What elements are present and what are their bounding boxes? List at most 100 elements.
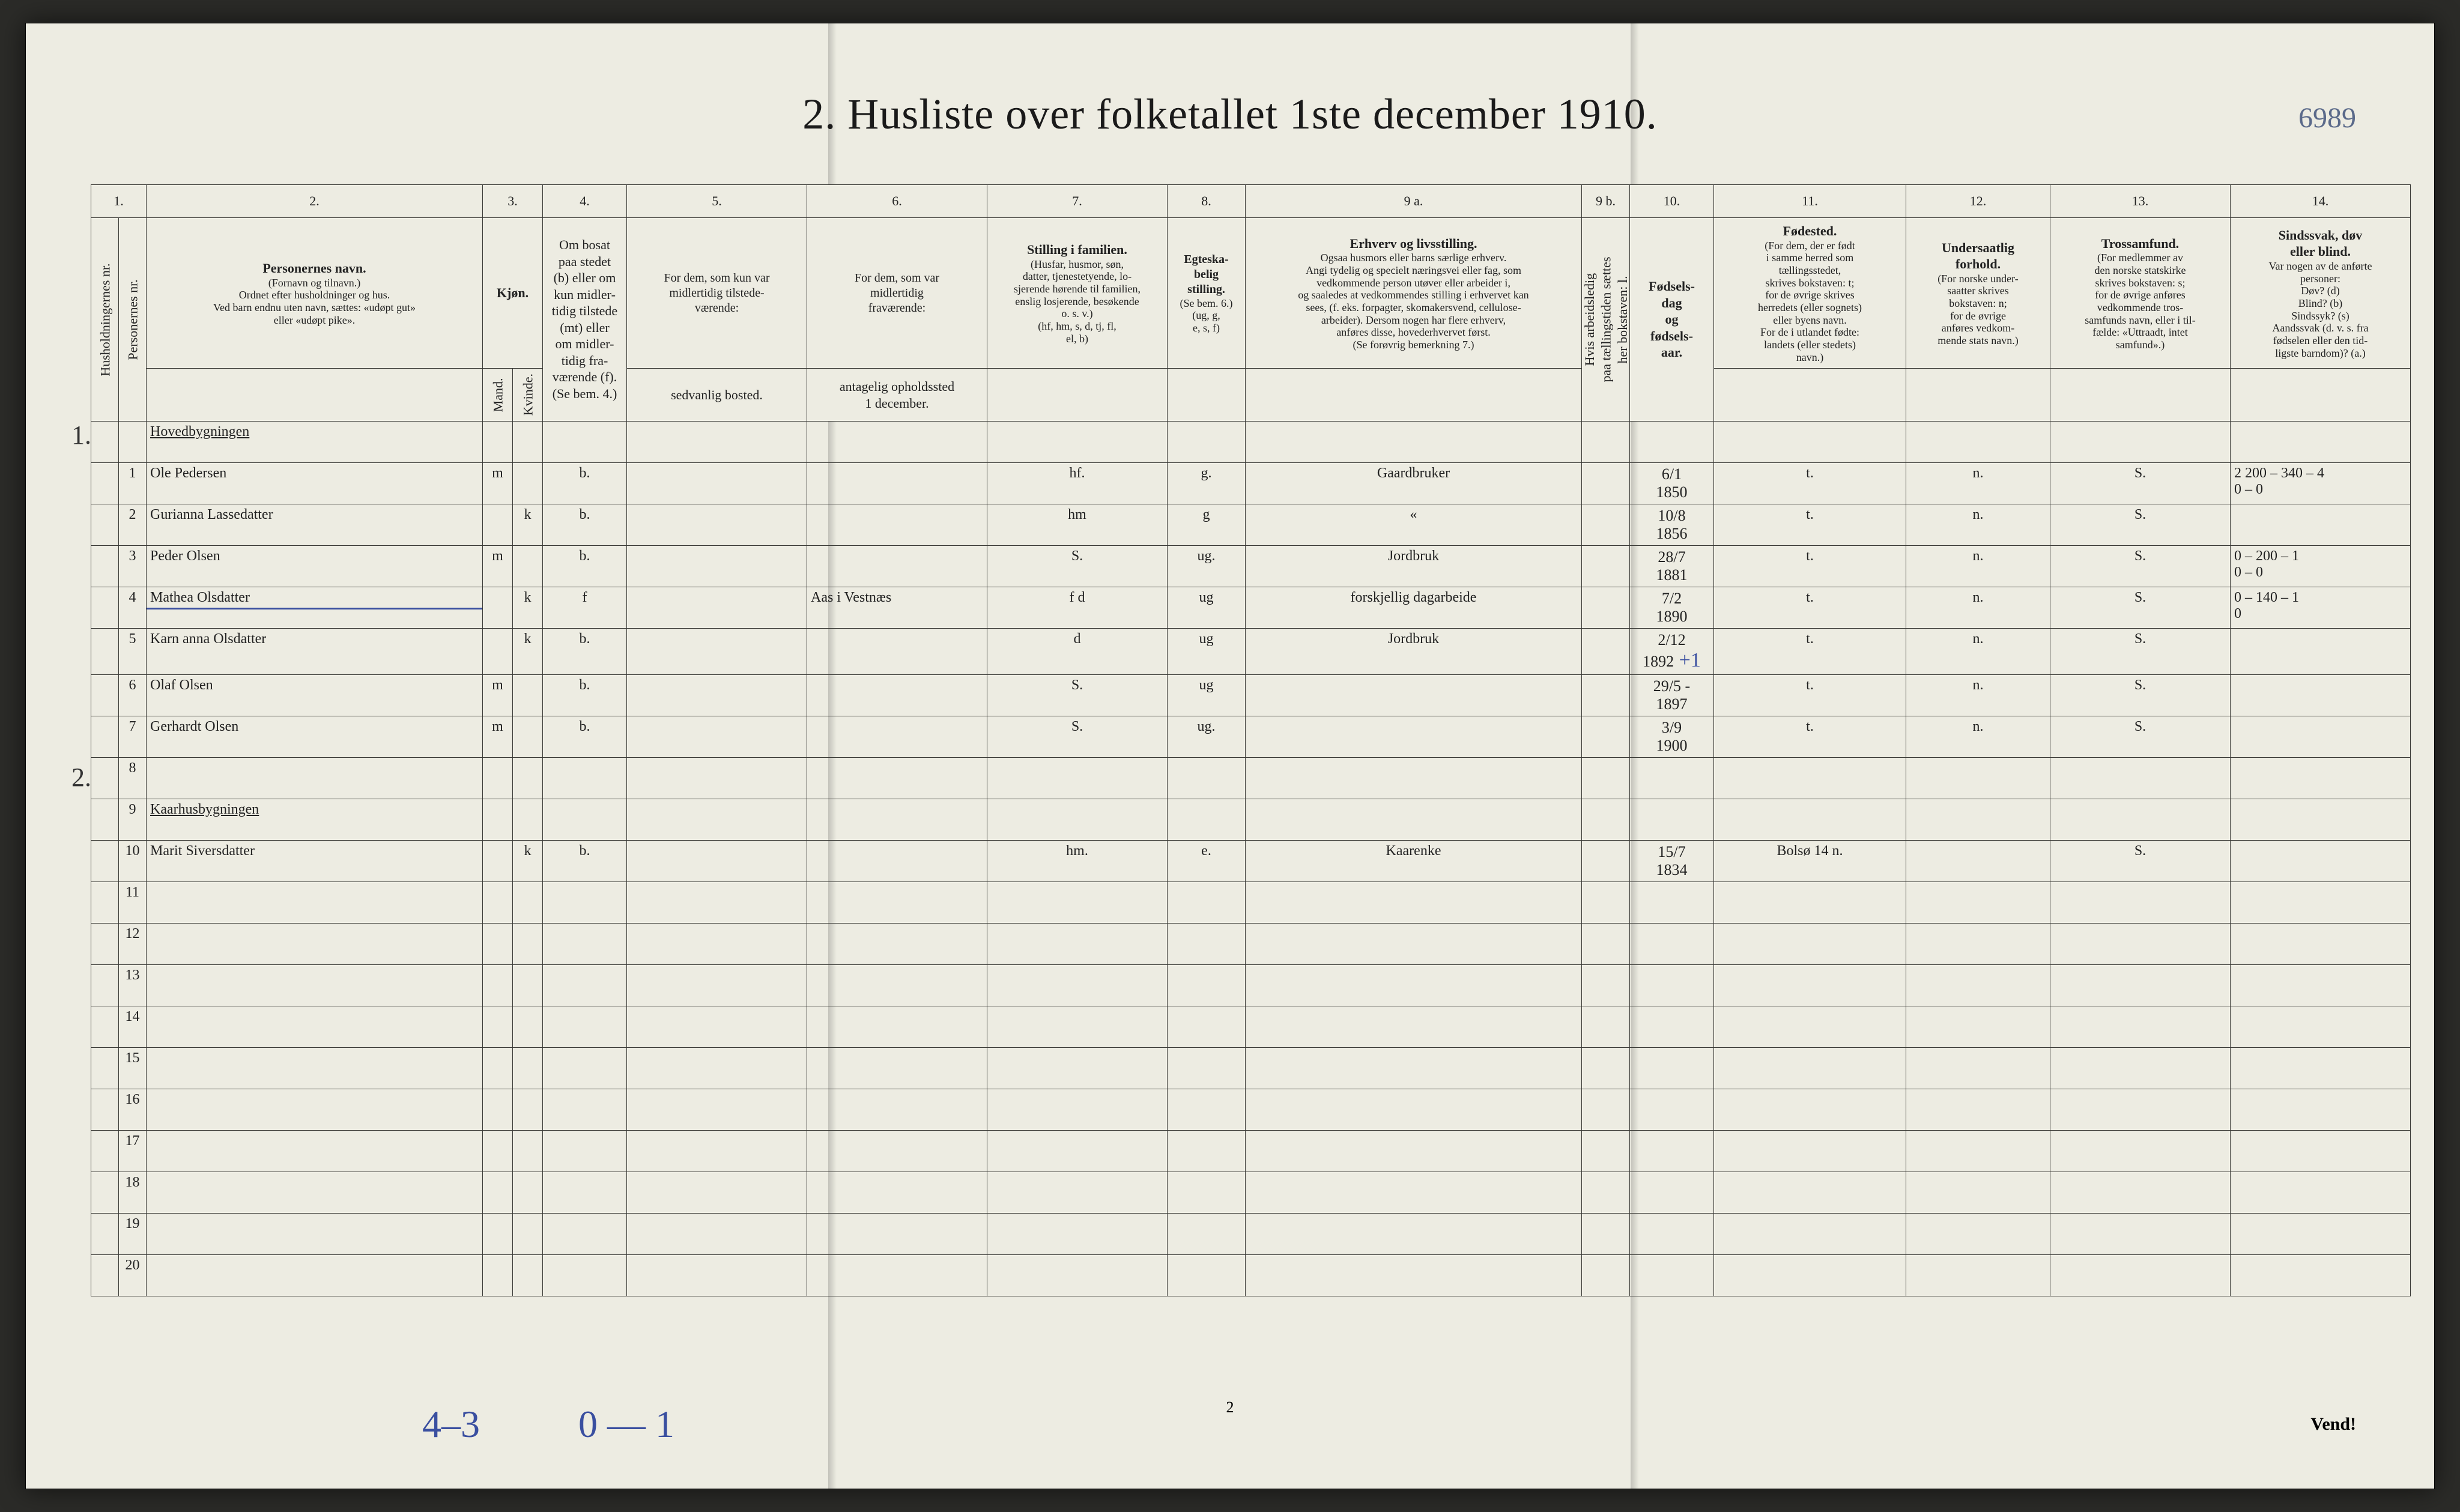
cell: [987, 421, 1168, 462]
cell: [807, 964, 987, 1006]
col-sub-empty: [147, 369, 483, 421]
cell: [543, 1006, 627, 1047]
cell: 8: [119, 757, 147, 799]
col-sub-empty: [2231, 369, 2411, 421]
cell: [807, 1047, 987, 1089]
cell: [807, 799, 987, 840]
cell: [91, 840, 119, 881]
cell: [807, 1172, 987, 1213]
cell: [627, 1172, 807, 1213]
cell: 19: [119, 1213, 147, 1254]
cell: [91, 716, 119, 757]
cell: t.: [1714, 545, 1906, 587]
cell: 15: [119, 1047, 147, 1089]
cell: [1582, 1172, 1630, 1213]
table-row: 7Gerhardt Olsenmb.S.ug.3/9 1900t.n.S.: [91, 716, 2411, 757]
cell: [1246, 1213, 1582, 1254]
cell: [91, 1213, 119, 1254]
cell: [1582, 587, 1630, 628]
cell: [1246, 1089, 1582, 1130]
cell: [91, 1254, 119, 1296]
table-row: 12: [91, 923, 2411, 964]
col-title: Kjøn.: [486, 285, 539, 301]
col-header: Undersaatlig forhold. (For norske under-…: [1906, 218, 2050, 369]
cell: [91, 545, 119, 587]
cell: 10/8 1856: [1630, 504, 1714, 545]
col-sub: (For dem, der er født i samme herred som…: [1718, 240, 1902, 364]
cell: t.: [1714, 462, 1906, 504]
cell: [1246, 1172, 1582, 1213]
cell: [627, 674, 807, 716]
cell: [2231, 923, 2411, 964]
cell: [1168, 799, 1246, 840]
col-sub-empty: [987, 369, 1168, 421]
cell: [1168, 1089, 1246, 1130]
col-sub: Var nogen av de anførte personer: Døv? (…: [2234, 260, 2407, 360]
cell: 15/7 1834: [1630, 840, 1714, 881]
cell: Bolsø 14 n.: [1714, 840, 1906, 881]
header-row: Husholdningernes nr. Personernes nr. Per…: [91, 218, 2411, 369]
cell: [627, 1006, 807, 1047]
cell: [1714, 923, 1906, 964]
cell: [1630, 799, 1714, 840]
cell: [1168, 1213, 1246, 1254]
col-sub-empty: [1714, 369, 1906, 421]
cell: 13: [119, 964, 147, 1006]
cell: S.: [2050, 587, 2231, 628]
cell: Aas i Vestnæs: [807, 587, 987, 628]
cell: [1906, 1006, 2050, 1047]
header-subrow: Mand. Kvinde. sedvanlig bosted. antageli…: [91, 369, 2411, 421]
cell: [1582, 716, 1630, 757]
cell: [483, 923, 513, 964]
cell: 12: [119, 923, 147, 964]
footer-pagenum: 2: [1226, 1399, 1234, 1417]
cell: [1714, 799, 1906, 840]
cell: [1906, 923, 2050, 964]
cell: [543, 1254, 627, 1296]
cell: [1168, 1254, 1246, 1296]
cell: f d: [987, 587, 1168, 628]
cell: S.: [2050, 628, 2231, 674]
cell: [1906, 964, 2050, 1006]
cell: [147, 1213, 483, 1254]
cell: [2231, 1006, 2411, 1047]
cell: [987, 1213, 1168, 1254]
cell: [1630, 881, 1714, 923]
cell: [987, 964, 1168, 1006]
cell: g: [1168, 504, 1246, 545]
colnum: 11.: [1714, 185, 1906, 218]
cell: [483, 628, 513, 674]
cell: [513, 1213, 543, 1254]
cell: [2231, 840, 2411, 881]
cell: k: [513, 628, 543, 674]
colnum: 13.: [2050, 185, 2231, 218]
cell: [807, 1254, 987, 1296]
cell: [91, 1047, 119, 1089]
cell: [987, 881, 1168, 923]
cell: [1906, 1047, 2050, 1089]
cell: [1714, 1172, 1906, 1213]
cell: [91, 1089, 119, 1130]
cell: [627, 964, 807, 1006]
table-header: 1. 2. 3. 4. 5. 6. 7. 8. 9 a. 9 b. 10. 11…: [91, 185, 2411, 422]
cell: [1582, 1254, 1630, 1296]
cell: [1906, 1213, 2050, 1254]
cell: [1630, 923, 1714, 964]
colnum: 7.: [987, 185, 1168, 218]
cell: hm: [987, 504, 1168, 545]
cell: [483, 1006, 513, 1047]
cell: [1906, 881, 2050, 923]
cell: [1906, 840, 2050, 881]
cell: [1630, 1006, 1714, 1047]
cell: [2231, 1047, 2411, 1089]
cell: n.: [1906, 504, 2050, 545]
cell: [483, 799, 513, 840]
cell: [2231, 1213, 2411, 1254]
cell: ug.: [1168, 545, 1246, 587]
col-header: Personernes nr.: [119, 218, 147, 422]
cell: [627, 1213, 807, 1254]
cell: [807, 1130, 987, 1172]
cell: 28/7 1881: [1630, 545, 1714, 587]
cell: [513, 757, 543, 799]
cell: [627, 421, 807, 462]
